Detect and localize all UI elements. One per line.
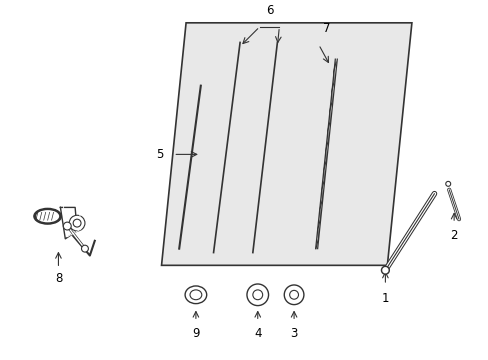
Circle shape — [81, 245, 88, 252]
Text: 9: 9 — [192, 327, 199, 340]
Text: 3: 3 — [290, 327, 297, 340]
Circle shape — [289, 291, 298, 299]
Text: 4: 4 — [253, 327, 261, 340]
Text: 2: 2 — [449, 229, 457, 242]
Text: 5: 5 — [156, 148, 163, 161]
Circle shape — [246, 284, 268, 306]
Circle shape — [69, 215, 85, 231]
Circle shape — [445, 181, 450, 186]
Circle shape — [73, 219, 81, 227]
Ellipse shape — [34, 208, 61, 224]
Circle shape — [284, 285, 303, 305]
Text: 8: 8 — [55, 272, 62, 285]
Text: 7: 7 — [322, 22, 329, 35]
Polygon shape — [161, 23, 411, 265]
Circle shape — [382, 268, 387, 273]
Ellipse shape — [190, 290, 202, 300]
Circle shape — [63, 222, 71, 230]
Ellipse shape — [185, 286, 206, 303]
Circle shape — [381, 266, 388, 274]
Text: 1: 1 — [381, 292, 388, 305]
Ellipse shape — [37, 211, 59, 222]
Circle shape — [252, 290, 262, 300]
Text: 6: 6 — [265, 4, 273, 17]
